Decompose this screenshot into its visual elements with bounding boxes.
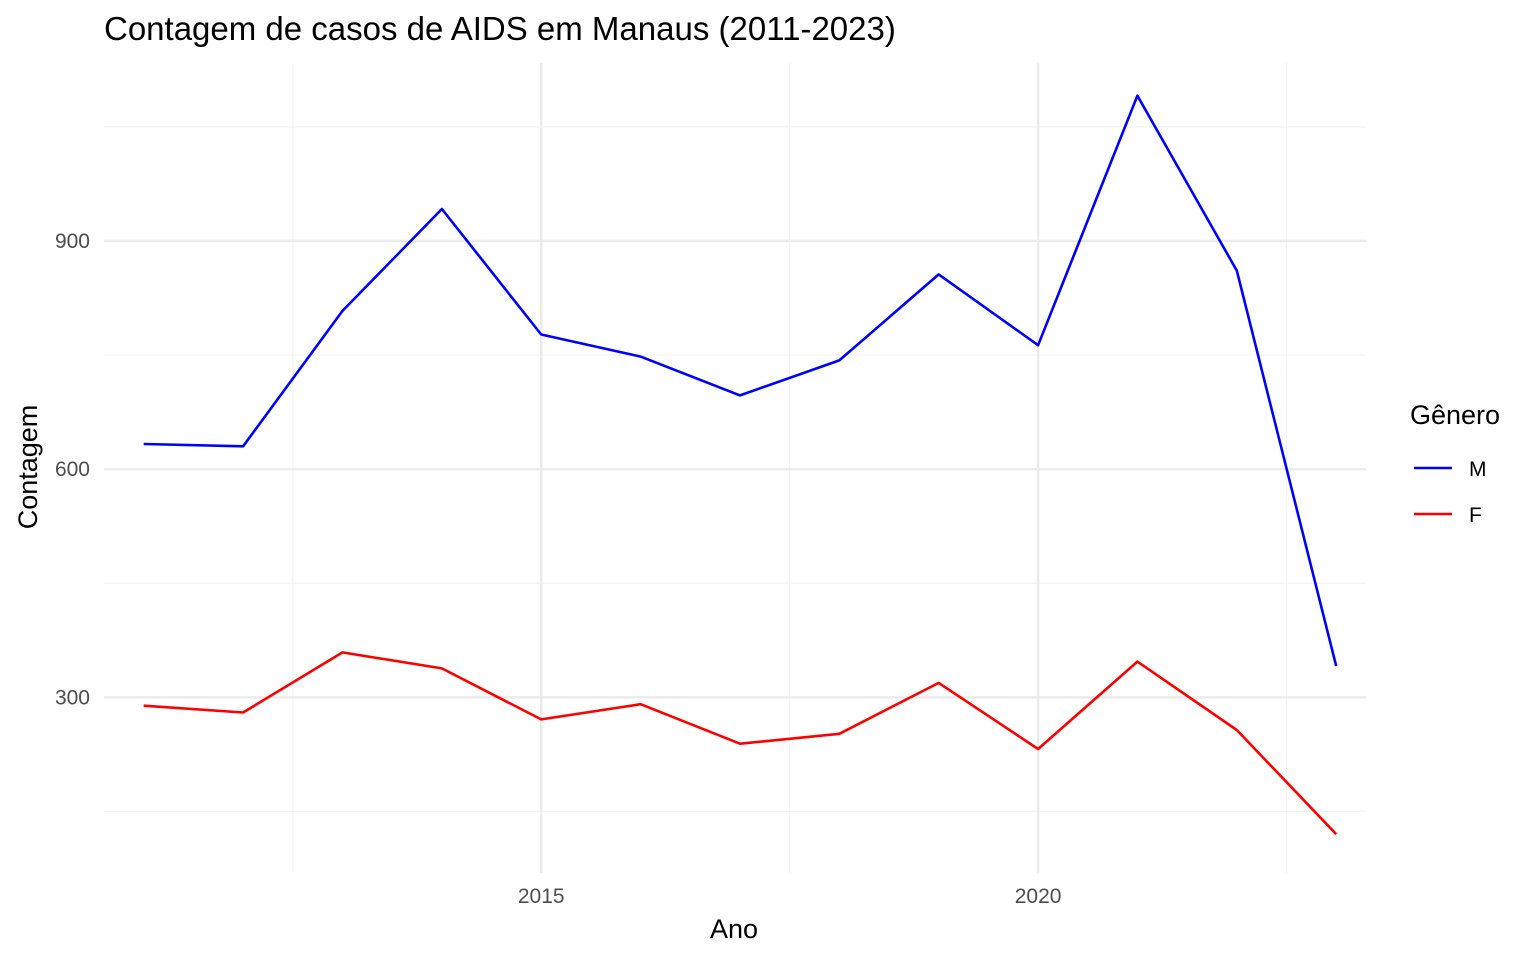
legend: Gênero MF (1410, 400, 1500, 527)
legend-label-m: M (1469, 458, 1487, 481)
grid (104, 63, 1366, 873)
series-line-m (143, 94, 1338, 667)
legend-items: MF (1414, 458, 1487, 527)
x-axis-ticks: 2015 2020 (518, 885, 1062, 908)
y-axis-title: Contagem (13, 405, 43, 530)
y-axis-ticks: 300 600 900 (55, 230, 90, 709)
y-tick-label: 600 (55, 458, 90, 481)
x-tick-label: 2015 (518, 885, 565, 908)
x-axis-title: Ano (710, 914, 758, 944)
x-tick-label: 2020 (1015, 885, 1062, 908)
series-lines (143, 94, 1338, 836)
y-tick-label: 900 (55, 230, 90, 253)
chart-title: Contagem de casos de AIDS em Manaus (201… (104, 10, 896, 47)
legend-title: Gênero (1410, 400, 1500, 430)
series-line-f (143, 651, 1338, 836)
y-tick-label: 300 (55, 686, 90, 709)
legend-label-f: F (1469, 504, 1482, 527)
